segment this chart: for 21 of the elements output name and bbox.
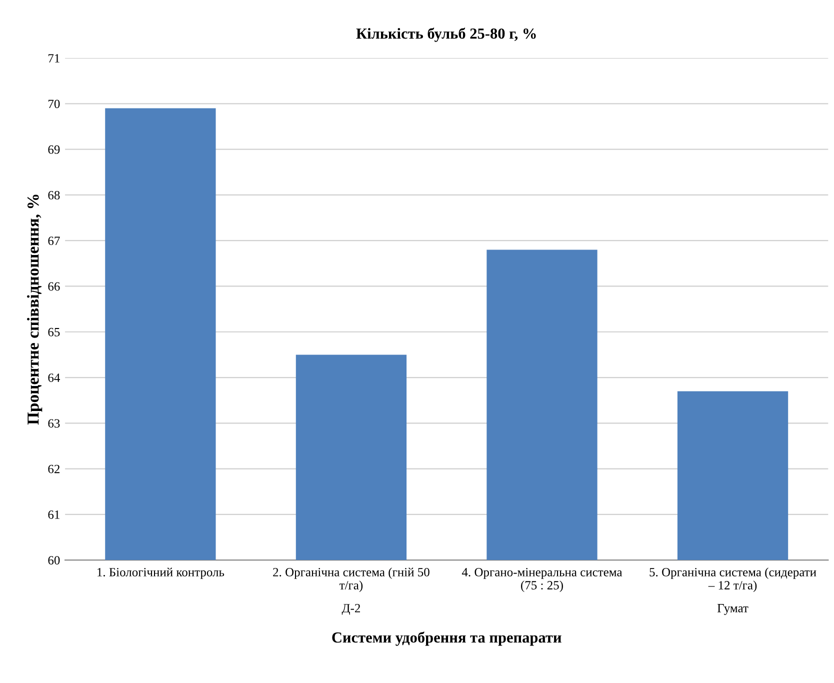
y-tick-label: 60 bbox=[48, 556, 60, 565]
x-tick-label: 5. Органічна система (сидерати – 12 т/га) bbox=[650, 568, 816, 592]
y-tick-label: 69 bbox=[48, 145, 60, 154]
y-tick-label: 62 bbox=[48, 464, 60, 474]
y-tick-label: 61 bbox=[48, 510, 60, 519]
y-tick-label: 66 bbox=[48, 282, 60, 291]
x-axis-title: Системи удобрення та препарати bbox=[332, 632, 562, 646]
text: Д-2 bbox=[342, 604, 360, 615]
y-tick-label: 67 bbox=[48, 236, 60, 246]
chart-title: Кількість бульб 25-80 г, % bbox=[356, 28, 536, 42]
x-tick-label: 2. Органічна система (гній 50 т/га) bbox=[273, 568, 430, 592]
x-tick-label: 4. Органо-мінеральна система (75 : 25) bbox=[462, 568, 622, 592]
y-tick-label: 70 bbox=[48, 100, 60, 108]
y-tick-label: 65 bbox=[48, 328, 60, 336]
x-tick-label: 1. Біологічний контроль bbox=[98, 568, 224, 579]
y-axis-title: Процентне співвідношення, % bbox=[27, 194, 42, 425]
y-tick-label: 68 bbox=[48, 190, 60, 200]
y-tick-label: 64 bbox=[48, 374, 60, 382]
y-tick-label: 71 bbox=[48, 54, 60, 62]
y-tick-label: 63 bbox=[48, 419, 60, 428]
text: Гумат bbox=[717, 604, 748, 615]
